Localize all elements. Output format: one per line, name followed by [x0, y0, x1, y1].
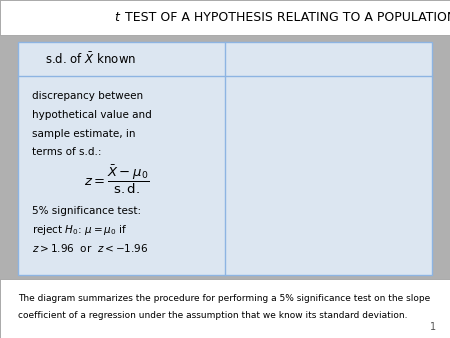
Text: hypothetical value and: hypothetical value and: [32, 110, 151, 120]
Text: coefficient of a regression under the assumption that we know its standard devia: coefficient of a regression under the as…: [18, 311, 408, 319]
Text: terms of s.d.:: terms of s.d.:: [32, 147, 101, 157]
Bar: [18, 42, 432, 275]
Text: $z > 1.96$  or  $z < -1.96$: $z > 1.96$ or $z < -1.96$: [32, 242, 148, 255]
Bar: [0, 279, 450, 338]
Text: sample estimate, in: sample estimate, in: [32, 128, 135, 139]
Text: 5% significance test:: 5% significance test:: [32, 206, 140, 216]
Text: TEST OF A HYPOTHESIS RELATING TO A POPULATION MEAN: TEST OF A HYPOTHESIS RELATING TO A POPUL…: [121, 11, 450, 24]
Text: discrepancy between: discrepancy between: [32, 91, 143, 101]
Bar: [0, 0, 450, 35]
Text: reject $H_0$: $\mu = \mu_0$ if: reject $H_0$: $\mu = \mu_0$ if: [32, 223, 127, 237]
Text: t: t: [114, 11, 119, 24]
Text: The diagram summarizes the procedure for performing a 5% significance test on th: The diagram summarizes the procedure for…: [18, 294, 430, 303]
Text: s.d. of $\bar{X}$ known: s.d. of $\bar{X}$ known: [45, 51, 136, 67]
Text: 1: 1: [430, 322, 436, 332]
Text: $z = \dfrac{\bar{X} - \mu_0}{\mathrm{s.d.}}$: $z = \dfrac{\bar{X} - \mu_0}{\mathrm{s.d…: [84, 164, 150, 196]
